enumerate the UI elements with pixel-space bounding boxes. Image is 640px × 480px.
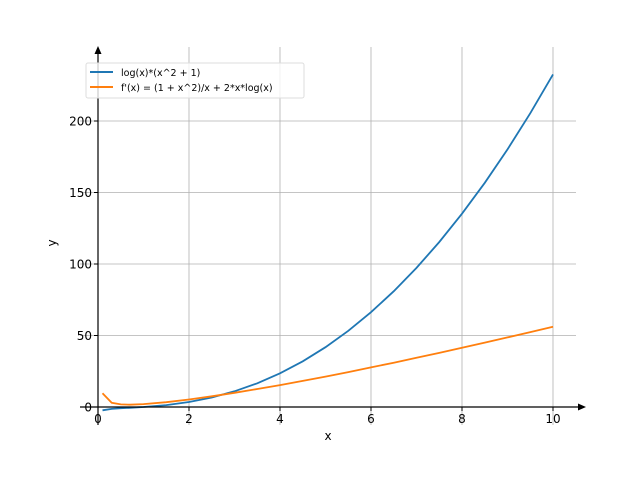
y-tick-label: 100: [69, 258, 92, 272]
legend-label-1: f'(x) = (1 + x^2)/x + 2*x*log(x): [121, 83, 273, 94]
y-tick-label: 200: [69, 115, 92, 129]
x-tick-label: 6: [367, 412, 375, 426]
legend-box: [85, 62, 305, 99]
x-tick-label: 4: [276, 412, 284, 426]
legend: log(x)*(x^2 + 1) f'(x) = (1 + x^2)/x + 2…: [85, 62, 305, 99]
x-axis-arrow-icon: [578, 403, 586, 411]
y-tick-label: 50: [77, 329, 92, 343]
x-tick-label: 8: [458, 412, 466, 426]
y-tick-label: 0: [84, 401, 92, 415]
series-lines: [101, 73, 554, 412]
x-tick-label: 0: [94, 412, 102, 426]
x-tick-label: 10: [545, 412, 560, 426]
y-axis-label: y: [45, 239, 59, 246]
x-tick-label: 2: [185, 412, 193, 426]
axes: [80, 46, 586, 425]
series-line-1: [101, 325, 554, 406]
series-line-0: [102, 73, 554, 412]
x-axis-label: x: [324, 429, 331, 443]
y-axis-arrow-icon: [94, 46, 102, 54]
legend-label-0: log(x)*(x^2 + 1): [121, 68, 200, 79]
grid: [80, 47, 576, 425]
y-tick-label: 150: [69, 186, 92, 200]
